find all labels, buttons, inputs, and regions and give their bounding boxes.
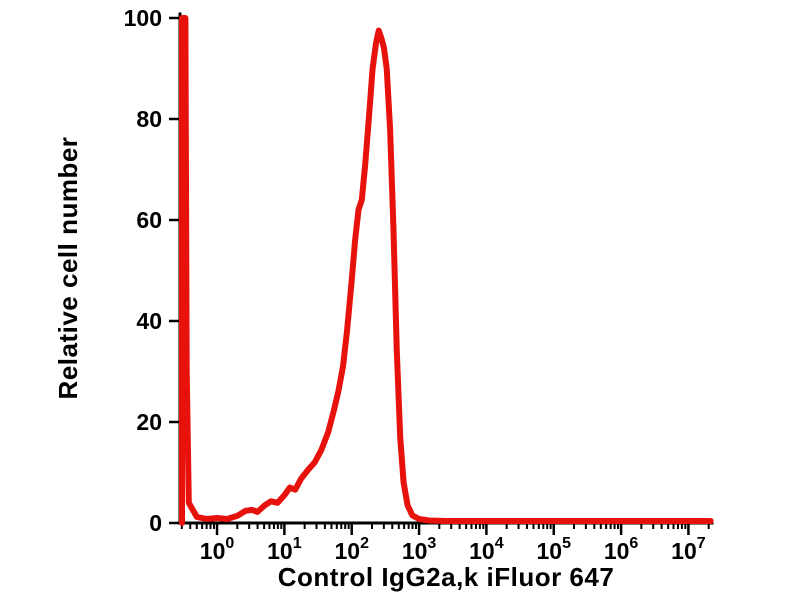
axis-ticks (169, 16, 710, 535)
histogram-curve (179, 15, 714, 526)
axes (177, 12, 714, 525)
y-tick-label: 100 (124, 5, 162, 31)
x-tick-label: 106 (604, 535, 639, 564)
y-tick-label: 20 (136, 409, 162, 435)
y-tick-label: 80 (136, 106, 162, 132)
x-tick-label: 103 (402, 535, 437, 564)
x-tick-label: 100 (200, 535, 235, 564)
x-tick-label: 101 (267, 535, 302, 564)
y-tick-label: 60 (136, 207, 162, 233)
x-tick-label: 105 (536, 535, 571, 564)
y-tick-label: 0 (149, 510, 162, 536)
x-tick-label: 107 (671, 535, 706, 564)
x-tick-label: 102 (334, 535, 369, 564)
tick-labels: 0 20 40 60 80 100 100 101 102 103 104 105 106 107 (124, 5, 706, 564)
x-tick-label: 104 (469, 535, 504, 564)
y-axis-title: Relative cell number (53, 136, 83, 400)
x-axis-title: Control IgG2a,k iFluor 647 (277, 562, 615, 592)
y-tick-label: 40 (136, 308, 162, 334)
